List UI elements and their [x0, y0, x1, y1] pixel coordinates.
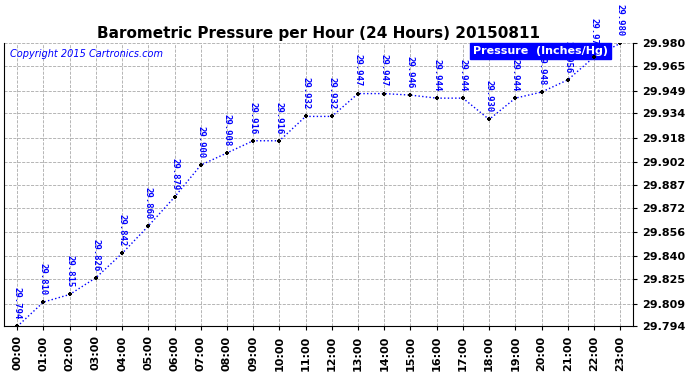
Point [457, 95, 469, 101]
Text: Pressure  (Inches/Hg): Pressure (Inches/Hg) [473, 46, 608, 56]
Text: 29.930: 29.930 [484, 80, 493, 112]
Point [90, 275, 101, 281]
Text: 29.947: 29.947 [380, 54, 388, 87]
Text: 29.900: 29.900 [196, 126, 205, 158]
Text: 29.956: 29.956 [563, 41, 572, 73]
Text: 29.944: 29.944 [458, 59, 467, 91]
Point [195, 162, 206, 168]
Text: 29.794: 29.794 [13, 287, 22, 320]
Point [431, 95, 442, 101]
Point [274, 138, 285, 144]
Point [143, 223, 154, 229]
Text: 29.916: 29.916 [248, 102, 257, 134]
Point [589, 54, 600, 60]
Text: 29.944: 29.944 [511, 59, 520, 91]
Point [484, 117, 495, 123]
Text: 29.932: 29.932 [327, 77, 336, 110]
Text: Copyright 2015 Cartronics.com: Copyright 2015 Cartronics.com [10, 49, 164, 59]
Text: 29.946: 29.946 [406, 56, 415, 88]
Point [64, 291, 75, 297]
Text: 29.908: 29.908 [222, 114, 231, 146]
Text: 29.879: 29.879 [170, 158, 179, 190]
Text: 29.826: 29.826 [91, 238, 101, 271]
Point [12, 323, 23, 329]
Point [510, 95, 521, 101]
Point [38, 299, 49, 305]
Text: 29.980: 29.980 [615, 4, 624, 36]
Text: 29.916: 29.916 [275, 102, 284, 134]
Text: 29.860: 29.860 [144, 187, 153, 219]
Text: 29.947: 29.947 [353, 54, 362, 87]
Point [300, 113, 311, 119]
Point [615, 40, 626, 46]
Text: 29.932: 29.932 [301, 77, 310, 110]
Text: 29.842: 29.842 [117, 214, 127, 246]
Point [326, 113, 337, 119]
Point [379, 91, 390, 97]
Point [248, 138, 259, 144]
Text: 29.815: 29.815 [65, 255, 75, 288]
Point [562, 77, 573, 83]
Point [169, 194, 180, 200]
Point [405, 92, 416, 98]
Point [536, 89, 547, 95]
Point [353, 91, 364, 97]
Text: 29.810: 29.810 [39, 263, 48, 295]
Text: 29.971: 29.971 [589, 18, 598, 50]
Text: 29.948: 29.948 [537, 53, 546, 85]
Title: Barometric Pressure per Hour (24 Hours) 20150811: Barometric Pressure per Hour (24 Hours) … [97, 26, 540, 41]
Point [117, 251, 128, 257]
Text: 29.944: 29.944 [432, 59, 441, 91]
Point [221, 150, 233, 156]
